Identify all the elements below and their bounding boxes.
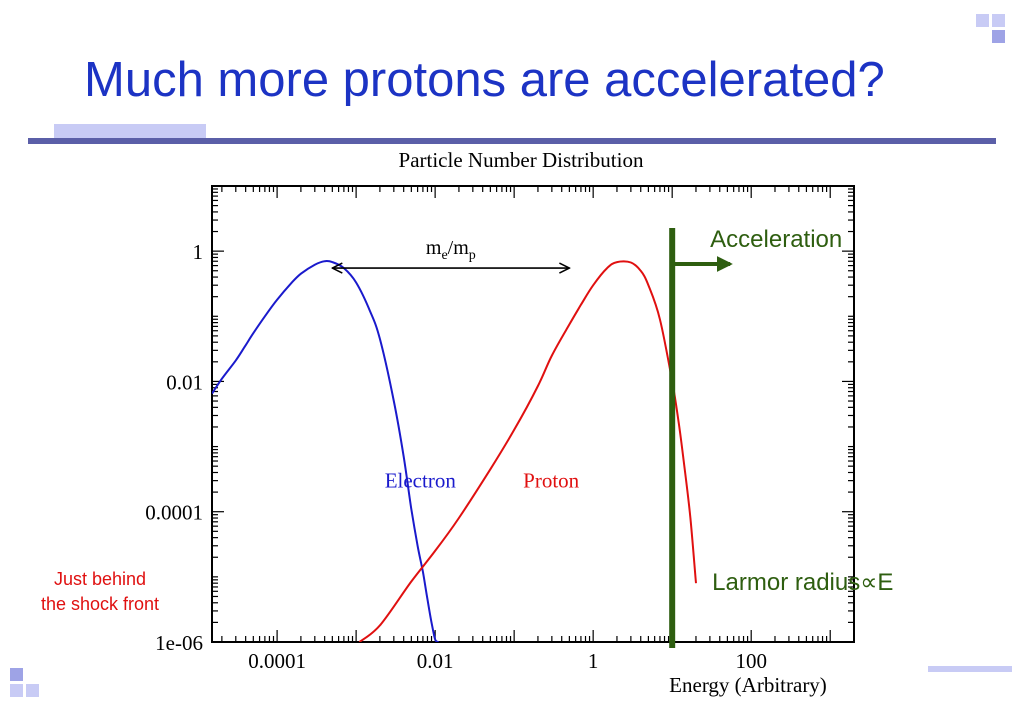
x-axis-label: Energy (Arbitrary)	[669, 673, 827, 697]
y-tick-label: 1e-06	[155, 631, 203, 655]
larmor-radius-label: Larmor radius∝E	[712, 569, 893, 596]
deco-square-bottom-3	[26, 684, 39, 697]
deco-square-bottom-2	[10, 684, 23, 697]
larmor-suffix: E	[877, 569, 893, 596]
title-accent-tab	[54, 124, 206, 138]
x-tick-label: 0.0001	[248, 649, 306, 673]
footer-accent-bar	[928, 666, 1012, 672]
y-tick-label: 0.0001	[145, 501, 203, 525]
proton-label: Proton	[523, 469, 580, 493]
x-tick-label: 0.01	[417, 649, 454, 673]
proton-curve	[358, 260, 697, 642]
plot-frame	[211, 185, 855, 643]
ratio-sub-p: p	[469, 248, 476, 263]
y-tick-labels: 1e-06 0.0001 0.01 1	[145, 240, 203, 655]
electron-label: Electron	[385, 469, 457, 493]
x-tick-labels: 0.0001 0.01 1 100	[248, 649, 767, 673]
ratio-sub-e: e	[441, 248, 447, 263]
larmor-prefix: Larmor radius	[712, 569, 860, 596]
chart-title: Particle Number Distribution	[399, 148, 644, 172]
side-note-line-1: Just behind	[53, 569, 147, 589]
deco-square-top-2	[992, 14, 1005, 27]
slide-title: Much more protons are accelerated?	[84, 53, 885, 107]
electron-curve	[212, 259, 440, 642]
title-rule	[28, 138, 996, 144]
side-note-line-2: the shock front	[40, 594, 160, 614]
deco-square-bottom-1	[10, 668, 23, 681]
ratio-sep: /m	[448, 237, 470, 259]
deco-square-top-3	[992, 30, 1005, 43]
y-tick-label: 1	[193, 240, 204, 264]
y-tick-label: 0.01	[166, 370, 203, 394]
deco-square-top-1	[976, 14, 989, 27]
x-tick-label: 1	[588, 649, 599, 673]
larmor-symbol: ∝	[860, 569, 877, 596]
minor-ticks	[212, 185, 855, 642]
x-tick-label: 100	[735, 649, 767, 673]
ratio-m: m	[426, 237, 442, 259]
acceleration-label: Acceleration	[710, 226, 842, 253]
mass-ratio-label: me/mp	[426, 237, 476, 263]
side-note: Just behind the shock front	[10, 567, 190, 617]
